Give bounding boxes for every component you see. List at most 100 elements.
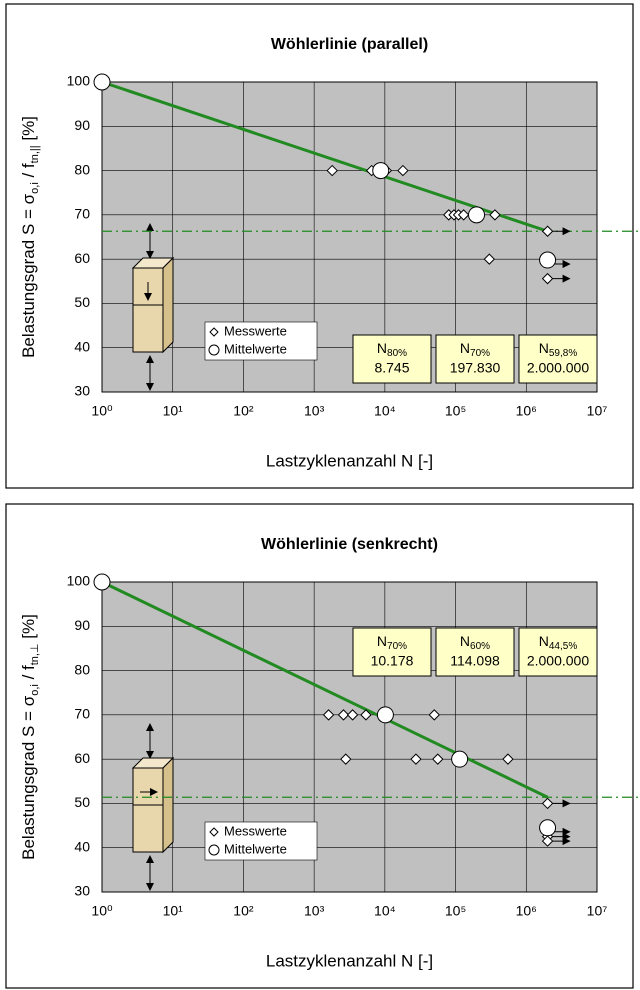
y-axis-label-part: / f — [19, 163, 38, 182]
y-axis-label-part: Belastungsgrad S = σ — [19, 193, 38, 358]
y-tick-label: 40 — [74, 338, 90, 354]
annotation-label-main: N — [460, 633, 470, 649]
data-point — [410, 753, 422, 765]
y-tick-label: 100 — [67, 573, 91, 589]
annotation-value: 10.178 — [371, 653, 414, 669]
fit-line — [101, 80, 549, 233]
annotation-label-subscript: 70% — [387, 641, 407, 652]
y-tick-label: 90 — [74, 117, 90, 133]
annotation-label: N59,8% — [539, 340, 578, 359]
x-tick-label: 10¹ — [163, 403, 184, 419]
annotation-label-main: N — [377, 633, 387, 649]
annotation-value: 197.830 — [450, 360, 501, 376]
x-axis-label: Lastzyklenanzahl N [-] — [266, 451, 433, 470]
x-tick-label: 10⁶ — [516, 403, 537, 419]
specimen-icon — [131, 723, 175, 891]
legend-label: Mittelwerte — [224, 341, 287, 356]
data-point — [451, 750, 469, 768]
data-point — [372, 162, 390, 180]
annotation-label-subscript: 70% — [470, 348, 490, 359]
chart-title: Wöhlerlinie (senkrecht) — [261, 536, 438, 553]
x-tick-label: 10³ — [304, 403, 325, 419]
chart-title: Wöhlerlinie (parallel) — [271, 36, 428, 53]
y-tick-label: 80 — [74, 161, 90, 177]
x-tick-label: 10⁴ — [374, 903, 396, 919]
data-point — [322, 709, 335, 721]
y-axis-label-subscript: tn,⊥ — [29, 643, 41, 665]
y-axis-label-part: / f — [19, 665, 38, 684]
x-tick-label: 10² — [233, 403, 254, 419]
legend-label: Messwerte — [224, 823, 287, 838]
annotation-box — [435, 627, 515, 677]
data-point — [539, 819, 557, 837]
y-axis-label: Belastungsgrad S = σo,i / ftn,⊥ [%] — [19, 614, 40, 860]
y-tick-label: 60 — [74, 250, 90, 266]
annotation-label-main: N — [377, 340, 387, 356]
data-point — [457, 209, 470, 221]
data-point — [376, 706, 394, 724]
data-point — [541, 225, 554, 237]
legend-box — [204, 821, 318, 861]
annotation-label-subscript: 60% — [470, 641, 490, 652]
data-point — [541, 835, 554, 847]
annotation-label-main: N — [539, 340, 549, 356]
specimen-front — [132, 267, 164, 353]
annotation-label-subscript: 44,5% — [549, 641, 577, 652]
y-tick-label: 90 — [74, 617, 90, 633]
y-axis-label: Belastungsgrad S = σo,i / ftn,|| [%] — [19, 116, 40, 358]
specimen-front — [132, 767, 164, 853]
x-tick-label: 10³ — [304, 903, 325, 919]
y-axis-label-part: [%] — [19, 116, 38, 145]
annotation-label-main: N — [460, 340, 470, 356]
annotation-value: 8.745 — [374, 360, 409, 376]
annotation-box — [518, 627, 598, 677]
annotation-box — [352, 627, 432, 677]
x-tick-label: 10¹ — [163, 903, 184, 919]
specimen-side — [162, 756, 174, 854]
fit-line — [101, 580, 549, 799]
specimen-icon — [131, 223, 175, 391]
x-tick-label: 10⁵ — [445, 903, 466, 919]
annotation-value: 114.098 — [450, 653, 500, 669]
x-tick-label: 10⁵ — [445, 403, 466, 419]
data-point — [93, 73, 111, 91]
x-tick-label: 10⁷ — [587, 903, 608, 919]
y-tick-label: 50 — [74, 794, 90, 810]
chart: Wöhlerlinie (parallel) 30 40 50 60 70 80 90 100 1… — [5, 3, 640, 489]
y-axis-label-subscript: tn,|| — [29, 145, 41, 163]
y-tick-label: 50 — [74, 294, 90, 310]
y-axis-label-part: Belastungsgrad S = σ — [19, 695, 38, 860]
y-tick-label: 100 — [67, 73, 91, 89]
data-point — [541, 272, 554, 285]
annotation-label: N60% — [460, 633, 490, 652]
annotation-label-main: N — [539, 633, 549, 649]
x-tick-label: 10² — [233, 903, 254, 919]
annotation-label: N44,5% — [539, 633, 578, 652]
legend-box — [204, 321, 318, 361]
x-tick-label: 10⁶ — [516, 903, 537, 919]
x-tick-label: 10⁷ — [587, 403, 608, 419]
y-tick-label: 40 — [74, 838, 90, 854]
y-axis-label-part: [%] — [19, 614, 38, 643]
y-axis-label-subscript: o,i — [29, 684, 41, 696]
y-tick-label: 30 — [74, 383, 90, 399]
legend-label: Messwerte — [224, 323, 287, 338]
data-point — [539, 251, 557, 269]
legend-marker — [208, 344, 220, 356]
data-point — [360, 709, 372, 721]
x-axis-label: Lastzyklenanzahl N [-] — [266, 951, 433, 970]
annotation-label-subscript: 80% — [387, 348, 407, 359]
data-point — [541, 797, 554, 810]
legend-marker — [209, 827, 219, 837]
annotation-label: N70% — [377, 633, 407, 652]
annotation-value: 2.000.000 — [527, 653, 589, 669]
annotation-box — [435, 334, 515, 384]
data-point — [326, 164, 338, 177]
y-tick-label: 30 — [74, 883, 90, 899]
data-point — [346, 709, 359, 721]
chart: Wöhlerlinie (senkrecht) 30 40 50 60 70 80 90 100… — [5, 503, 640, 989]
data-point — [468, 206, 486, 224]
x-tick-label: 10⁴ — [374, 403, 396, 419]
data-point — [93, 573, 111, 591]
